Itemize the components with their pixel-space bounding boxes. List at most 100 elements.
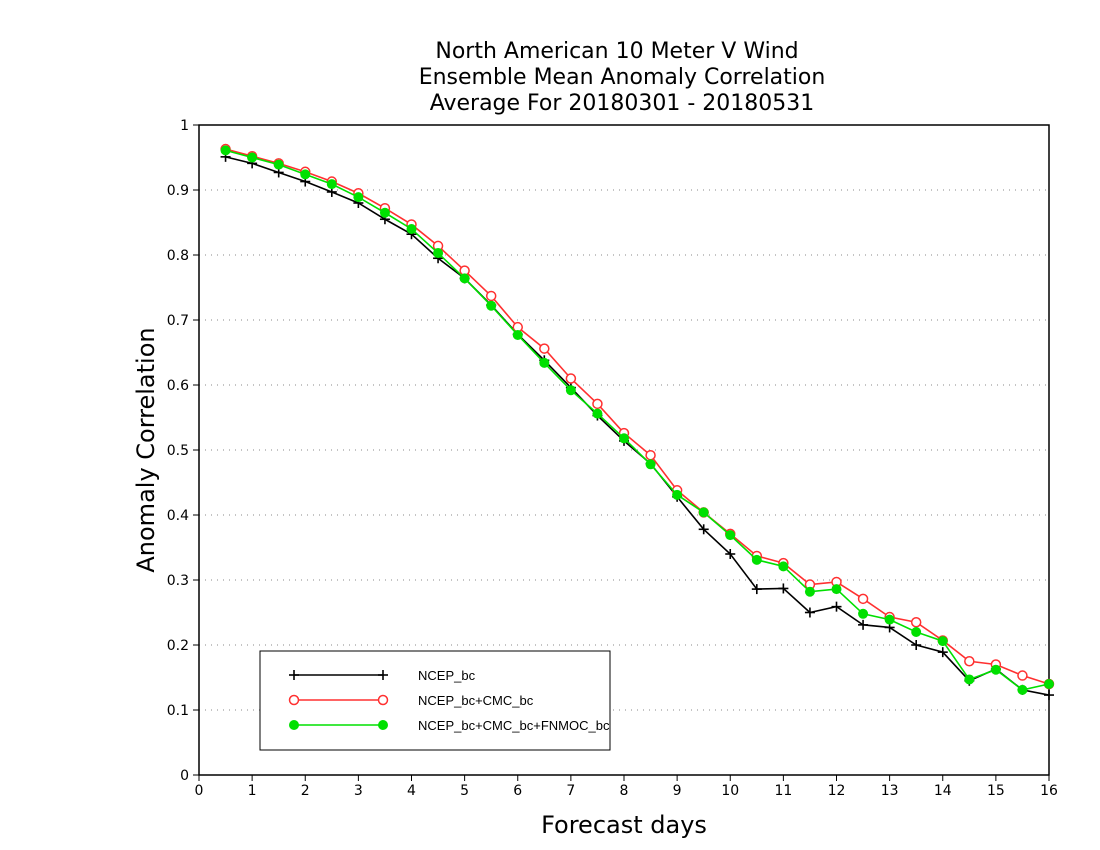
- data-point: [353, 192, 364, 203]
- x-tick-label: 14: [934, 783, 952, 799]
- data-point: [645, 459, 656, 470]
- data-point: [1017, 670, 1028, 681]
- y-tick-label: 0.5: [167, 443, 189, 459]
- data-point: [725, 549, 736, 559]
- data-point: [565, 385, 576, 396]
- data-point: [433, 248, 444, 259]
- series-group: [220, 143, 1055, 701]
- x-axis-label: Forecast days: [541, 811, 707, 839]
- data-point: [911, 627, 922, 637]
- title-line-1: North American 10 Meter V Wind: [435, 39, 798, 64]
- data-point: [1017, 684, 1028, 695]
- x-tick-label: 10: [721, 783, 739, 799]
- data-point: [778, 583, 789, 594]
- y-tick-label: 0.8: [167, 248, 189, 264]
- y-tick-label: 0.1: [167, 703, 189, 719]
- data-point: [964, 674, 975, 685]
- data-point: [910, 617, 922, 628]
- series-1: [220, 151, 1054, 701]
- data-point: [698, 507, 709, 518]
- x-tick-label: 13: [881, 783, 899, 799]
- x-tick-label: 16: [1040, 783, 1058, 799]
- data-point: [378, 670, 388, 680]
- chart-title: North American 10 Meter V Wind Ensemble …: [419, 39, 826, 116]
- data-point: [911, 640, 922, 650]
- x-tick-label: 2: [301, 783, 310, 799]
- data-point: [592, 398, 603, 410]
- y-tick-label: 0.9: [167, 183, 189, 199]
- y-tick-label: 0: [180, 768, 189, 784]
- legend-label: NCEP_bc+CMC_bc+FNMOC_bc: [418, 718, 610, 733]
- x-tick-label: 9: [673, 783, 682, 799]
- data-point: [1044, 690, 1054, 701]
- data-point: [377, 694, 389, 706]
- y-tick-label: 0.3: [167, 573, 189, 589]
- legend-label: NCEP_bc+CMC_bc: [418, 693, 534, 708]
- y-tick-label: 0.6: [167, 378, 189, 394]
- x-tick-label: 12: [828, 783, 846, 799]
- axis-ticks: 00.10.20.30.40.50.60.70.80.910 1 2 3 4 5 6 7 8 9 1…: [167, 118, 1058, 799]
- data-point: [804, 586, 815, 597]
- title-line-3: Average For 20180301 - 20180531: [430, 91, 815, 116]
- legend: NCEP_bc NCEP_bc+CMC_bc NCEP_bc+CMC_bc+FNMO…: [259, 650, 611, 751]
- data-point: [858, 608, 869, 619]
- x-tick-label: 0: [195, 783, 204, 799]
- data-point: [326, 179, 337, 190]
- x-tick-label: 6: [513, 783, 522, 799]
- data-point: [378, 720, 388, 730]
- series-line: [225, 149, 1050, 691]
- data-point: [459, 273, 470, 284]
- y-tick-label: 0.2: [167, 638, 189, 654]
- data-point: [937, 636, 948, 647]
- x-tick-label: 11: [774, 783, 792, 799]
- y-tick-label: 1: [180, 118, 189, 134]
- y-axis-label: Anomaly Correlation: [132, 327, 160, 572]
- data-point: [289, 720, 299, 730]
- data-point: [485, 290, 497, 302]
- y-tick-label: 0.4: [167, 508, 189, 524]
- data-point: [698, 524, 709, 535]
- y-tick-label: 0.7: [167, 313, 189, 329]
- x-tick-label: 15: [987, 783, 1005, 799]
- data-point: [273, 159, 284, 170]
- data-point: [247, 152, 258, 163]
- data-point: [512, 329, 523, 340]
- gridlines: [199, 189, 1049, 711]
- data-point: [858, 619, 869, 630]
- data-point: [831, 601, 842, 612]
- data-point: [645, 449, 656, 461]
- data-point: [300, 169, 311, 180]
- data-point: [220, 145, 231, 156]
- series-line: [225, 156, 1050, 696]
- data-point: [289, 670, 299, 680]
- data-point: [990, 664, 1001, 675]
- data-point: [778, 561, 789, 572]
- x-tick-label: 7: [566, 783, 575, 799]
- data-point: [751, 554, 762, 565]
- x-tick-label: 8: [620, 783, 629, 799]
- series-3: [220, 145, 1054, 695]
- data-point: [288, 694, 300, 706]
- data-point: [937, 647, 948, 658]
- data-point: [619, 433, 629, 444]
- legend-label: NCEP_bc: [418, 668, 476, 683]
- title-line-2: Ensemble Mean Anomaly Correlation: [419, 65, 826, 90]
- x-tick-label: 3: [354, 783, 363, 799]
- series-line: [225, 148, 1050, 685]
- series-2: [220, 143, 1055, 690]
- data-point: [379, 207, 390, 218]
- data-point: [539, 343, 550, 354]
- data-point: [486, 300, 497, 311]
- data-point: [672, 489, 683, 500]
- x-tick-label: 1: [248, 783, 257, 799]
- data-point: [1044, 679, 1054, 689]
- data-point: [406, 224, 417, 234]
- x-tick-label: 5: [460, 783, 469, 799]
- data-point: [565, 373, 577, 384]
- data-point: [804, 607, 815, 618]
- data-point: [539, 357, 550, 368]
- data-point: [831, 584, 842, 595]
- data-point: [857, 593, 869, 605]
- data-point: [751, 584, 762, 595]
